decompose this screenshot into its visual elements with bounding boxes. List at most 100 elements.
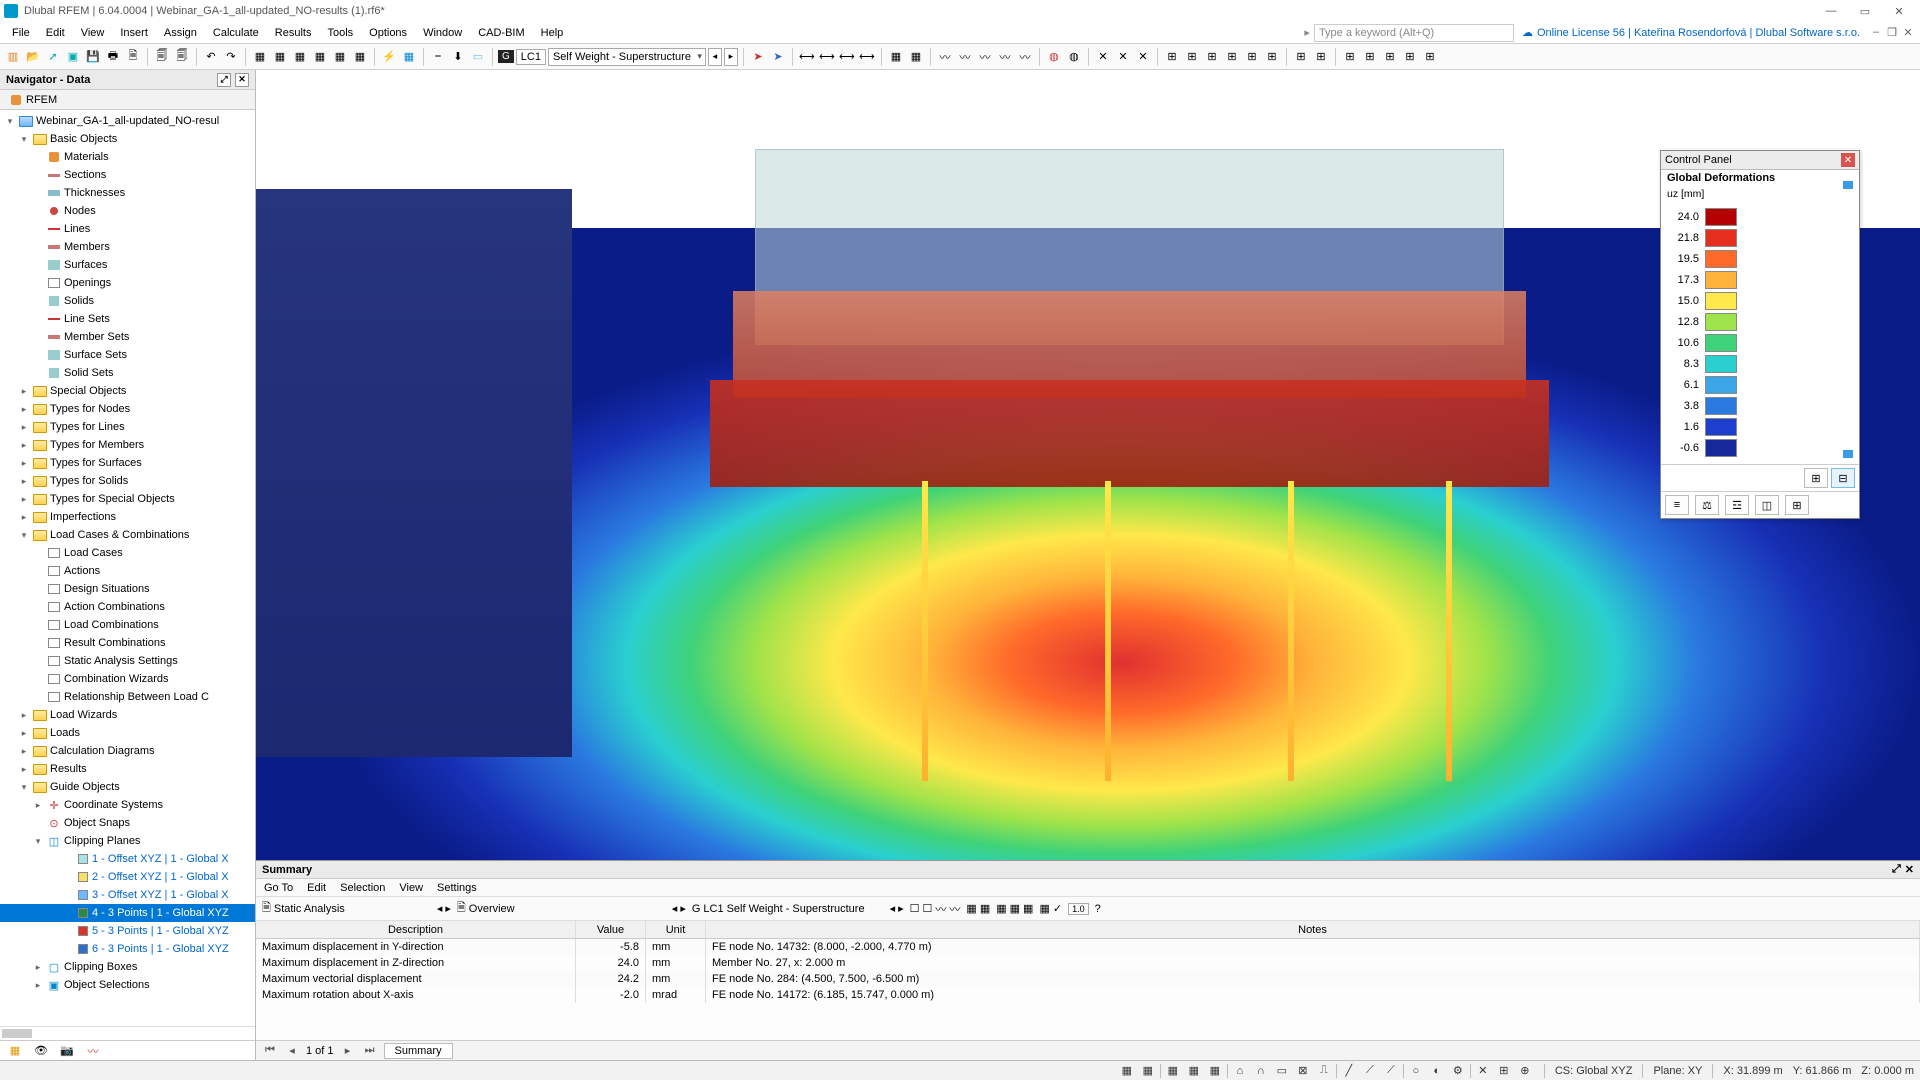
- tree-item[interactable]: 4 - 3 Points | 1 - Global XYZ: [0, 904, 255, 922]
- tree-item[interactable]: Relationship Between Load C: [0, 688, 255, 706]
- doc-restore[interactable]: ❐: [1884, 26, 1900, 39]
- tree-item[interactable]: Design Situations: [0, 580, 255, 598]
- tree-item[interactable]: ▸Types for Solids: [0, 472, 255, 490]
- analysis-type-combo[interactable]: Static Analysis: [274, 903, 434, 915]
- pg-last[interactable]: ⏭: [362, 1044, 378, 1057]
- cp-tab-3[interactable]: ☲: [1725, 495, 1749, 515]
- control-panel[interactable]: Control Panel ✕ Global Deformations uᴢ […: [1660, 150, 1860, 519]
- pg-first[interactable]: ⏮: [262, 1044, 278, 1057]
- redo-icon[interactable]: ↷: [222, 48, 240, 66]
- control-panel-close-icon[interactable]: ✕: [1841, 153, 1855, 167]
- cp-tab-1[interactable]: ≡: [1665, 495, 1689, 515]
- nav-views-icon[interactable]: 📷: [58, 1043, 76, 1059]
- ov-prev[interactable]: ◂: [672, 902, 678, 915]
- summary-close-icon[interactable]: ✕: [1905, 863, 1914, 876]
- tree-item[interactable]: 1 - Offset XYZ | 1 - Global X: [0, 850, 255, 868]
- cube-icon[interactable]: ◍: [1045, 48, 1063, 66]
- tree-item[interactable]: Combination Wizards: [0, 670, 255, 688]
- at-prev[interactable]: ◂: [437, 902, 443, 915]
- def1-icon[interactable]: 〰: [936, 48, 954, 66]
- arrow-red-icon[interactable]: ➤: [749, 48, 767, 66]
- menu-results[interactable]: Results: [267, 25, 320, 41]
- tree-item[interactable]: Surface Sets: [0, 346, 255, 364]
- sb-i12[interactable]: ⟋: [1361, 1063, 1379, 1079]
- tree-item[interactable]: 3 - Offset XYZ | 1 - Global X: [0, 886, 255, 904]
- tree-item[interactable]: Actions: [0, 562, 255, 580]
- legend-slider[interactable]: [1843, 181, 1853, 458]
- cube2-icon[interactable]: ◍: [1065, 48, 1083, 66]
- def3-icon[interactable]: 〰: [976, 48, 994, 66]
- menu-window[interactable]: Window: [415, 25, 470, 41]
- save-icon[interactable]: 💾: [84, 48, 102, 66]
- navigator-tree[interactable]: ▾Webinar_GA-1_all-updated_NO-resul▾Basic…: [0, 110, 255, 1026]
- tree-item[interactable]: ▾Basic Objects: [0, 130, 255, 148]
- view4-icon[interactable]: ▦: [311, 48, 329, 66]
- sb-i14[interactable]: ○: [1407, 1063, 1425, 1079]
- table-row[interactable]: Maximum displacement in Y-direction-5.8m…: [256, 939, 1920, 955]
- tree-item[interactable]: Sections: [0, 166, 255, 184]
- tree-item[interactable]: ▸Loads: [0, 724, 255, 742]
- sum-lc-combo[interactable]: Self Weight - Superstructure: [727, 903, 887, 915]
- report-icon[interactable]: 🗐: [153, 48, 171, 66]
- tree-item[interactable]: Member Sets: [0, 328, 255, 346]
- t3-icon[interactable]: ⊞: [1203, 48, 1221, 66]
- dim4-icon[interactable]: ⟷: [858, 48, 876, 66]
- window-maximize[interactable]: ▭: [1848, 0, 1882, 22]
- lc-prev[interactable]: ◂: [708, 48, 722, 66]
- dim1-icon[interactable]: ⟷: [798, 48, 816, 66]
- sb-i2[interactable]: ▦: [1139, 1063, 1157, 1079]
- tree-item[interactable]: Static Analysis Settings: [0, 652, 255, 670]
- summary-menu-edit[interactable]: Edit: [307, 882, 326, 894]
- table-row[interactable]: Maximum rotation about X-axis-2.0mradFE …: [256, 987, 1920, 1003]
- tree-item[interactable]: ▾Guide Objects: [0, 778, 255, 796]
- sum-view-icon[interactable]: 🗎: [457, 899, 466, 918]
- view6-icon[interactable]: ▦: [351, 48, 369, 66]
- t6-icon[interactable]: ⊞: [1263, 48, 1281, 66]
- tree-item[interactable]: Solids: [0, 292, 255, 310]
- ov-next[interactable]: ▸: [680, 902, 686, 915]
- tree-item[interactable]: ▸Types for Lines: [0, 418, 255, 436]
- sum-b3-icon[interactable]: 〰: [935, 901, 946, 917]
- table-row[interactable]: Maximum displacement in Z-direction24.0m…: [256, 955, 1920, 971]
- grid2-icon[interactable]: ▦: [907, 48, 925, 66]
- tree-item[interactable]: Line Sets: [0, 310, 255, 328]
- tree-item[interactable]: Members: [0, 238, 255, 256]
- menu-help[interactable]: Help: [533, 25, 572, 41]
- col-header[interactable]: Description: [256, 921, 576, 938]
- calc2-icon[interactable]: ▦: [400, 48, 418, 66]
- summary-menu-settings[interactable]: Settings: [437, 882, 477, 894]
- def5-icon[interactable]: 〰: [1016, 48, 1034, 66]
- tree-item[interactable]: Nodes: [0, 202, 255, 220]
- menu-assign[interactable]: Assign: [156, 25, 205, 41]
- summary-tab[interactable]: Summary: [384, 1043, 453, 1059]
- col-header[interactable]: Notes: [706, 921, 1920, 938]
- nav-pin-icon[interactable]: ⤢: [217, 73, 231, 87]
- tree-item[interactable]: ▾Load Cases & Combinations: [0, 526, 255, 544]
- tree-item[interactable]: 2 - Offset XYZ | 1 - Global X: [0, 868, 255, 886]
- beam-icon[interactable]: ⎯: [429, 48, 447, 66]
- window-close[interactable]: ✕: [1882, 0, 1916, 22]
- col-header[interactable]: Unit: [646, 921, 706, 938]
- sb-i9[interactable]: ⊠: [1294, 1063, 1312, 1079]
- dim3-icon[interactable]: ⟷: [838, 48, 856, 66]
- license-info[interactable]: ☁ Online License 56 | Kateřina Rosendorf…: [1522, 26, 1860, 39]
- tree-item[interactable]: Materials: [0, 148, 255, 166]
- tree-item[interactable]: Lines: [0, 220, 255, 238]
- cp-tab-4[interactable]: ◫: [1755, 495, 1779, 515]
- sb-i10[interactable]: ⎍: [1315, 1063, 1333, 1079]
- control-panel-header[interactable]: Control Panel ✕: [1661, 151, 1859, 170]
- results-table[interactable]: DescriptionValueUnitNotes Maximum displa…: [256, 921, 1920, 1040]
- ax3-icon[interactable]: ✕: [1134, 48, 1152, 66]
- t5-icon[interactable]: ⊞: [1243, 48, 1261, 66]
- tree-item[interactable]: ⊙Object Snaps: [0, 814, 255, 832]
- navigator-root-tab[interactable]: RFEM: [0, 90, 255, 110]
- summary-pin-icon[interactable]: ⤢: [1892, 863, 1901, 876]
- block-icon[interactable]: ▣: [64, 48, 82, 66]
- tree-item[interactable]: ▸Calculation Diagrams: [0, 742, 255, 760]
- cp-btn-a[interactable]: ⊞: [1804, 468, 1828, 488]
- sum-b11-icon[interactable]: ✓: [1053, 902, 1062, 915]
- view3-icon[interactable]: ▦: [291, 48, 309, 66]
- tree-item[interactable]: Thicknesses: [0, 184, 255, 202]
- sb-i13[interactable]: ⟋: [1382, 1063, 1400, 1079]
- lc-next[interactable]: ▸: [724, 48, 738, 66]
